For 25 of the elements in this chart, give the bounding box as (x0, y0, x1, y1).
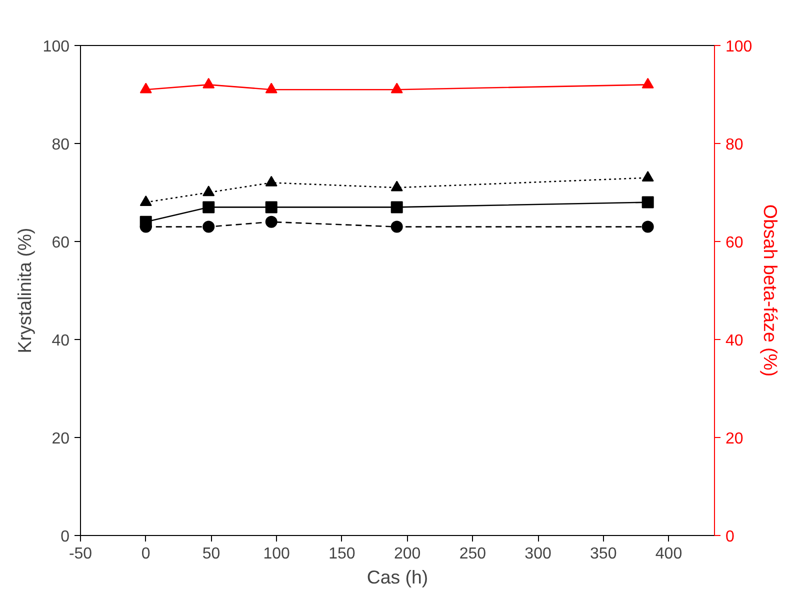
y2-tick-label: 40 (726, 332, 744, 350)
y-tick-label: 40 (52, 332, 70, 350)
y2-tick-label: 0 (726, 528, 734, 546)
x-tick-label: 250 (459, 546, 486, 562)
y2-tick-label: 60 (726, 234, 744, 252)
x-tick-label: 0 (141, 546, 150, 562)
x-tick-label: 400 (655, 546, 682, 562)
x-tick-label: 200 (394, 546, 421, 562)
y-tick-label: 20 (52, 430, 70, 448)
y2-tick-label: 100 (726, 38, 752, 56)
y2-tick-label: 20 (726, 430, 744, 448)
x-tick-label: 50 (202, 546, 220, 562)
x-tick-label: 150 (328, 546, 356, 562)
x-tick-label: 300 (524, 546, 552, 562)
x-axis-title: Cas (h) (366, 566, 428, 588)
y2-axis-title: Obsah beta-fáze (%) (760, 204, 782, 377)
y-tick-label: 0 (60, 528, 70, 546)
x-tick-label: 350 (590, 546, 617, 562)
y-tick-label: 100 (42, 38, 70, 56)
y-tick-label: 60 (52, 234, 70, 252)
y-axis-title: Krystalinita (%) (14, 228, 35, 354)
x-tick-label: -50 (68, 546, 92, 562)
y2-tick-label: 80 (726, 136, 744, 154)
y-tick-label: 80 (52, 136, 70, 154)
x-tick-label: 100 (263, 546, 290, 562)
